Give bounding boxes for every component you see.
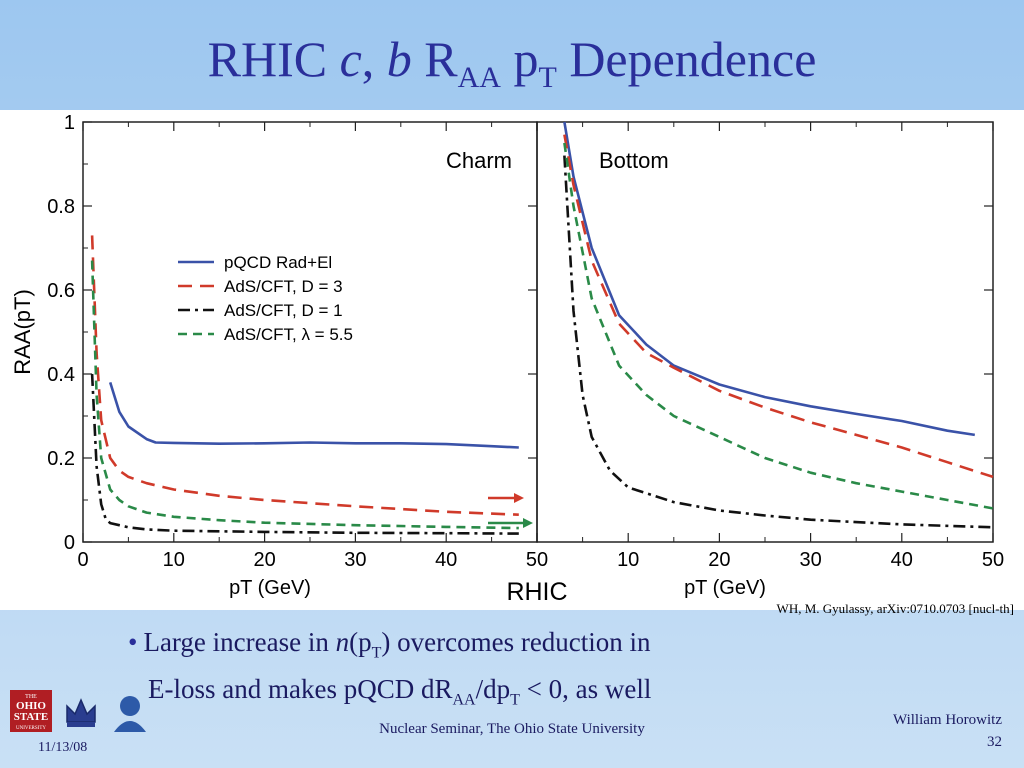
osu-logo-icon: THE OHIO STATE UNIVERSITY: [10, 690, 52, 732]
x-tick-label: 40: [435, 549, 457, 571]
series-line-bottom: [563, 155, 994, 529]
x-axis-label: pT (GeV): [229, 577, 311, 599]
plot-frame-bottom: [536, 121, 994, 543]
bullet-line-2: E-loss and makes pQCD dRAA/dpT < 0, as w…: [148, 674, 652, 709]
raa-chart: 0 10 20 30 40 50 0 0.2 0.4 0.6 0.8 1 Charm pT (GeV) 10…: [10, 112, 1004, 606]
portrait-logo-icon: [114, 696, 146, 732]
citation-credit: WH, M. Gyulassy, arXiv:0710.0703 [nucl-t…: [776, 601, 1014, 616]
y-tick-label: 1: [64, 112, 75, 134]
legend-label: AdS/CFT, λ = 5.5: [224, 325, 353, 344]
series-line-charm: [108, 382, 519, 449]
bullet-line-1: • Large increase in n(pT) overcomes reduc…: [128, 627, 651, 662]
y-axis-label: RAA(pT): [10, 289, 35, 375]
bullet-point: • Large increase in n(pT) overcomes reduc…: [128, 624, 888, 719]
x-tick-label: 10: [163, 549, 185, 571]
series-line-charm: [90, 235, 519, 516]
panel-label: Bottom: [599, 148, 669, 173]
footer-author-block: William Horowitz 32: [893, 709, 1002, 753]
svg-text:STATE: STATE: [14, 711, 48, 723]
x-tick-label: 40: [891, 549, 913, 571]
logo-row: THE OHIO STATE UNIVERSITY: [10, 690, 170, 743]
x-tick-label: 30: [344, 549, 366, 571]
series-line-charm: [90, 260, 519, 530]
bullet-dot-icon: •: [128, 627, 138, 657]
legend-label: pQCD Rad+El: [224, 253, 332, 272]
columbia-crown-icon: [66, 698, 96, 727]
x-tick-label: 50: [526, 549, 548, 571]
footer-date: 11/13/08: [38, 740, 88, 755]
x-tick-label: 30: [799, 549, 821, 571]
y-tick-label: 0: [64, 532, 75, 554]
green-arrowhead-icon: [523, 518, 533, 528]
slide-title: RHIC c, b RAA pT Dependence: [207, 31, 817, 94]
plot-panel: 0 10 20 30 40 50 0 0.2 0.4 0.6 0.8 1 Charm pT (GeV) 10…: [0, 110, 1024, 610]
svg-text:OHIO: OHIO: [16, 700, 46, 712]
x-tick-label: 10: [617, 549, 639, 571]
rhic-label: RHIC: [506, 578, 567, 606]
x-tick-label: 0: [77, 549, 88, 571]
legend-label: AdS/CFT, D = 1: [224, 301, 343, 320]
legend-label: AdS/CFT, D = 3: [224, 277, 343, 296]
x-tick-label: 20: [708, 549, 730, 571]
series-line-charm: [90, 373, 519, 535]
y-tick-label: 0.2: [47, 448, 75, 470]
page-number: 32: [987, 734, 1002, 750]
x-tick-label: 20: [253, 549, 275, 571]
y-tick-label: 0.4: [47, 364, 75, 386]
footer-author: William Horowitz: [893, 712, 1002, 728]
panel-label: Charm: [446, 148, 512, 173]
x-tick-label: 50: [982, 549, 1004, 571]
institution-logos: THE OHIO STATE UNIVERSITY: [10, 690, 146, 732]
x-axis-label: pT (GeV): [684, 577, 766, 599]
series-line-bottom: [563, 142, 994, 510]
y-tick-label: 0.8: [47, 196, 75, 218]
series-line-bottom: [563, 121, 975, 437]
svg-text:THE: THE: [25, 694, 37, 700]
red-arrowhead-icon: [514, 493, 524, 503]
series-line-bottom: [563, 134, 994, 479]
svg-text:UNIVERSITY: UNIVERSITY: [16, 726, 46, 731]
footer-venue: Nuclear Seminar, The Ohio State Universi…: [379, 721, 645, 737]
y-tick-label: 0.6: [47, 280, 75, 302]
